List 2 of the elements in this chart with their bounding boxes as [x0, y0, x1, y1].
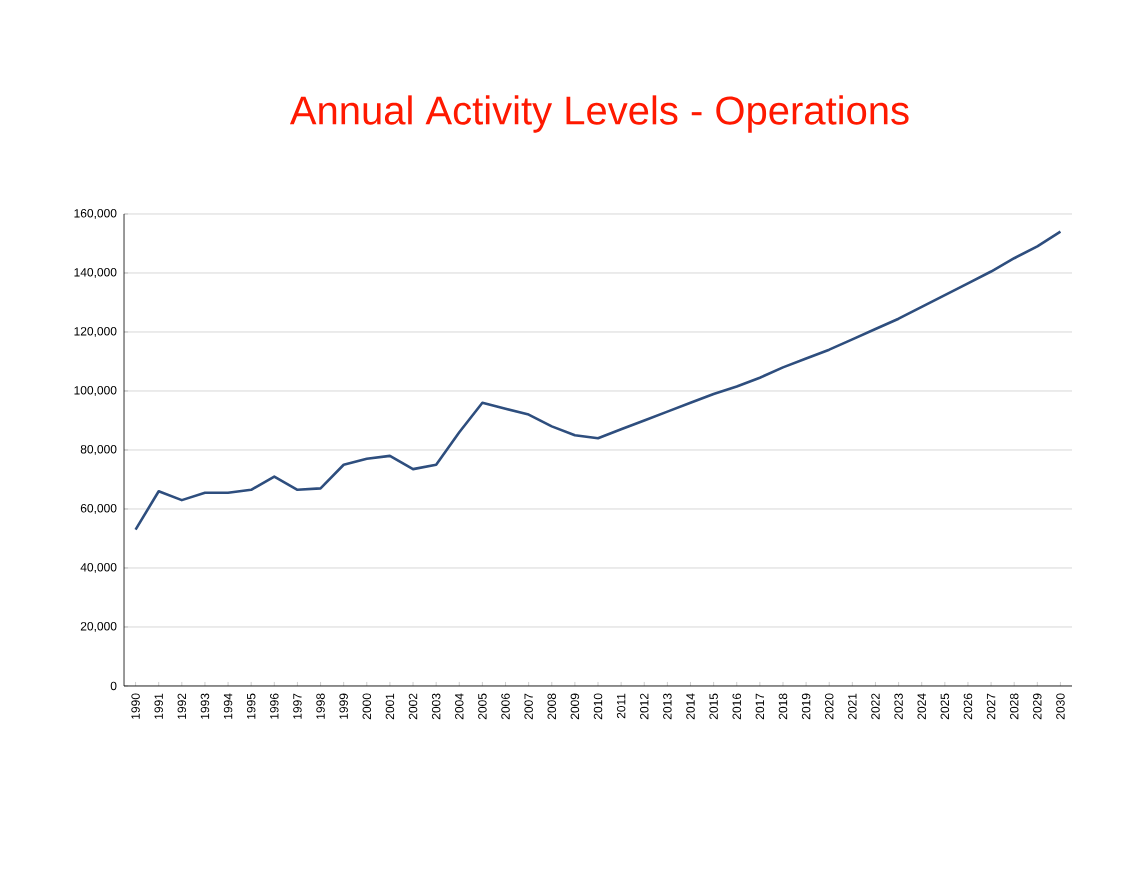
chart-title: Annual Activity Levels - Operations — [289, 95, 909, 133]
line-series — [134, 230, 1062, 531]
